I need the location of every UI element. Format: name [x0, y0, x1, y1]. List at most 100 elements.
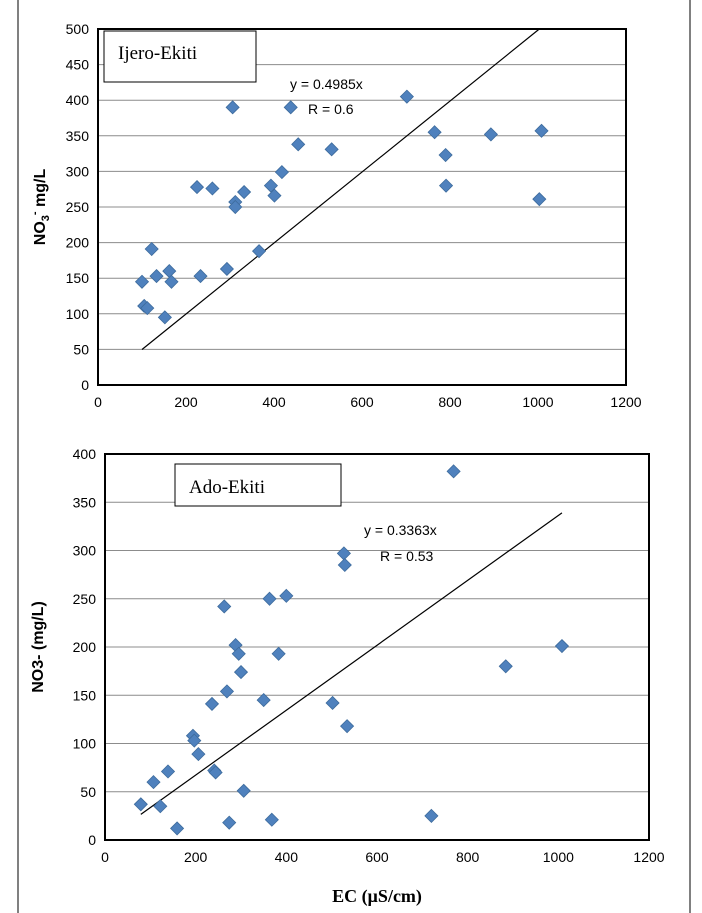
- ijero-data-point: [251, 244, 267, 259]
- ijero-data-point: [162, 264, 177, 279]
- ado-data-point: [236, 783, 251, 798]
- ijero-ylabel-unit: mg/L: [32, 169, 49, 212]
- ado-data-point: [170, 821, 185, 836]
- ado-y-tick-label: 250: [73, 591, 97, 607]
- ijero-data-point: [291, 137, 306, 152]
- ijero-y-tick-label: 500: [66, 21, 90, 37]
- ado-data-point: [554, 638, 570, 654]
- ijero-y-tick-labels: 0 50 100 150 200 250 300 350 400 450 500: [66, 21, 90, 393]
- ijero-plot-area: [97, 28, 627, 386]
- ado-y-tick-labels: 0 50 100 150 200 250 300 350 400: [73, 446, 97, 848]
- ijero-data-point: [532, 192, 547, 207]
- ado-x-tick-labels: 0 200 400 600 800 1000 1200: [101, 849, 665, 865]
- ijero-data-point: [399, 89, 414, 104]
- ijero-y-tick-label: 100: [66, 306, 90, 322]
- ado-data-point: [340, 719, 355, 734]
- ijero-y-axis-title: NO3- mg/L: [29, 169, 52, 246]
- ado-x-tick-label: 800: [456, 849, 480, 865]
- ijero-data-point: [164, 274, 179, 289]
- ijero-equation: y = 0.4985x: [290, 76, 363, 92]
- ado-data-point: [219, 684, 235, 699]
- ado-data-point: [446, 464, 461, 479]
- ijero-data-point: [267, 188, 282, 203]
- ado-y-tick-label: 50: [80, 784, 96, 800]
- ado-data-point: [160, 764, 176, 779]
- ijero-y-tick-label: 300: [66, 163, 90, 179]
- ijero-r-value: R = 0.6: [308, 101, 354, 117]
- ijero-y-tick-label: 150: [66, 270, 90, 286]
- ado-y-tick-label: 400: [73, 446, 97, 462]
- ijero-data-point: [324, 142, 339, 157]
- ado-data-point: [424, 808, 439, 823]
- ado-y-tick-label: 350: [73, 494, 97, 510]
- ado-x-tick-label: 200: [184, 849, 208, 865]
- ado-y-tick-label: 150: [73, 687, 97, 703]
- ado-trendline: [140, 512, 563, 815]
- ijero-data-point: [438, 147, 453, 163]
- ijero-y-tick-label: 350: [66, 128, 90, 144]
- ijero-data-point: [427, 125, 442, 140]
- ado-x-tick-label: 1000: [543, 849, 574, 865]
- ado-data-point: [337, 557, 352, 573]
- ado-y-tick-label: 0: [88, 832, 96, 848]
- ijero-y-tick-label: 200: [66, 235, 90, 251]
- ijero-data-point: [205, 181, 220, 196]
- ijero-x-tick-label: 0: [94, 394, 102, 410]
- ijero-data-point: [193, 268, 208, 284]
- ado-data-point: [146, 775, 161, 790]
- ijero-ekiti-chart: 0 50 100 150 200 250 300 350 400 450 500 0 200 400 60…: [29, 21, 642, 410]
- ado-y-tick-label: 300: [73, 543, 97, 559]
- ado-panel-label: Ado-Ekiti: [189, 477, 265, 498]
- ijero-data-point: [189, 179, 205, 195]
- ado-data-point: [264, 812, 279, 827]
- ado-data-point: [336, 546, 351, 561]
- ado-data-point: [262, 591, 277, 606]
- ado-data-point: [325, 695, 340, 711]
- ijero-trendline: [141, 28, 540, 350]
- ado-data-point: [153, 799, 168, 814]
- ado-x-tick-label: 1200: [633, 849, 664, 865]
- ado-data-point: [256, 693, 271, 708]
- ijero-y-tick-label: 50: [73, 341, 89, 357]
- ado-equation: y = 0.3363x: [364, 522, 437, 538]
- ado-data-point: [217, 599, 232, 614]
- ijero-data-points: [134, 89, 549, 325]
- ijero-x-tick-label: 800: [438, 394, 462, 410]
- ijero-data-point: [225, 100, 240, 115]
- ado-x-tick-label: 0: [101, 849, 109, 865]
- ijero-y-tick-label: 400: [66, 92, 90, 108]
- ado-plot-area: [104, 453, 650, 841]
- ijero-data-point: [274, 165, 289, 180]
- ijero-data-point: [283, 100, 298, 115]
- ado-data-point: [204, 696, 220, 712]
- ijero-data-point: [534, 123, 549, 138]
- ado-label-box: [174, 463, 342, 507]
- ado-y-tick-label: 200: [73, 639, 97, 655]
- ado-r-value: R = 0.53: [380, 548, 434, 564]
- ijero-y-tick-label: 0: [81, 377, 89, 393]
- ijero-ylabel-main: NO: [32, 221, 49, 245]
- ijero-x-tick-label: 1200: [610, 394, 641, 410]
- ado-data-point: [222, 815, 237, 830]
- ijero-data-point: [140, 301, 155, 316]
- ijero-x-tick-label: 400: [262, 394, 286, 410]
- ijero-data-point: [157, 310, 172, 325]
- ado-y-tick-label: 100: [73, 736, 97, 752]
- ijero-data-point: [134, 274, 150, 289]
- ado-x-axis-title: EC (µS/cm): [332, 886, 422, 907]
- ijero-label-box: [103, 30, 257, 83]
- ijero-ylabel-sub: 3: [40, 215, 52, 221]
- ijero-data-point: [219, 261, 234, 277]
- ijero-x-tick-label: 200: [174, 394, 198, 410]
- ijero-data-point: [228, 199, 243, 215]
- ado-data-point: [187, 733, 202, 748]
- ijero-panel-label: Ijero-Ekiti: [118, 43, 197, 64]
- ijero-x-tick-labels: 0 200 400 600 800 1000 1200: [94, 394, 642, 410]
- ado-data-points: [133, 464, 570, 836]
- ado-data-point: [279, 588, 294, 603]
- ijero-data-point: [144, 241, 159, 257]
- ijero-data-point: [237, 184, 252, 200]
- ado-data-point: [271, 646, 286, 661]
- ijero-x-tick-label: 600: [350, 394, 374, 410]
